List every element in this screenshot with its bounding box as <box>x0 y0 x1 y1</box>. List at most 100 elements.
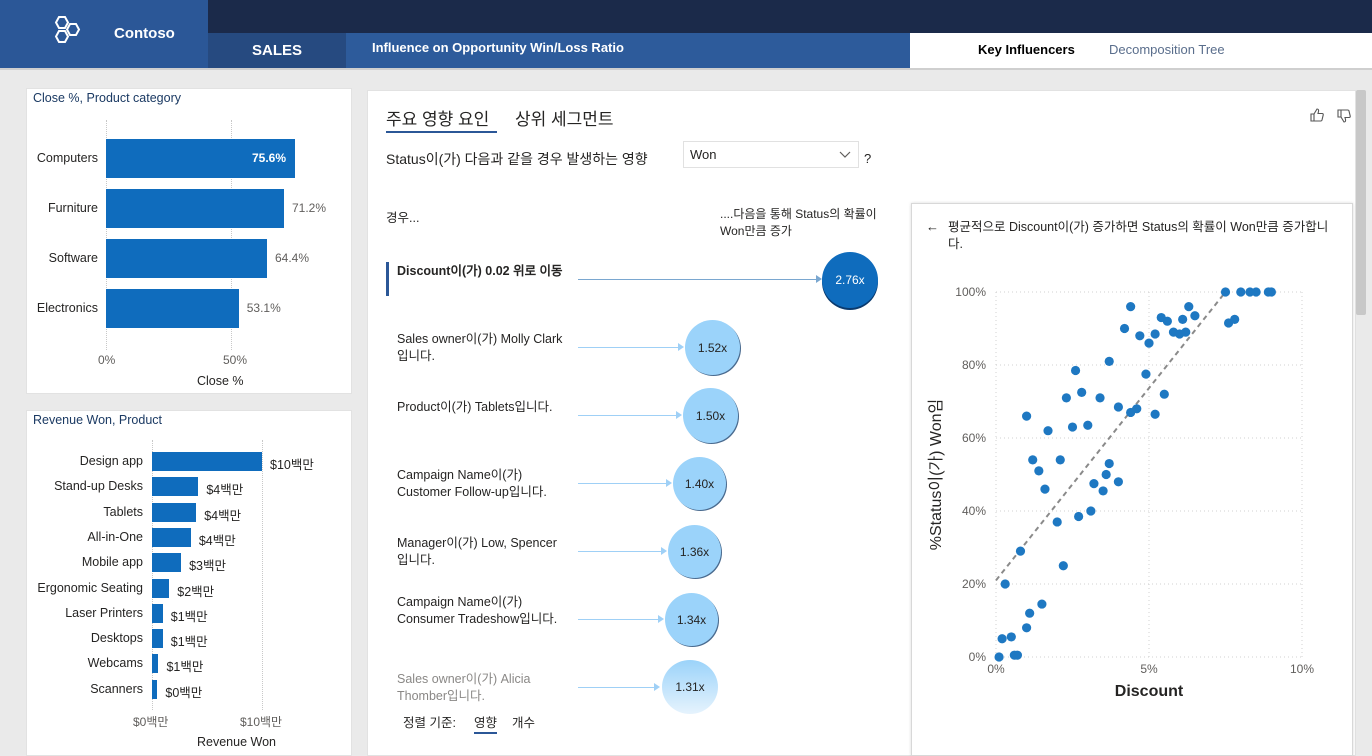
data-point[interactable] <box>1074 511 1084 522</box>
bar[interactable] <box>152 629 163 649</box>
data-point[interactable] <box>1095 393 1105 403</box>
data-point[interactable] <box>1098 486 1108 496</box>
bar[interactable] <box>152 603 163 623</box>
tab-decomposition-tree[interactable]: Decomposition Tree <box>1109 42 1225 57</box>
revenue-won-chart-card[interactable]: Revenue Won, Product <box>26 410 352 756</box>
data-point[interactable] <box>1178 314 1188 324</box>
data-point[interactable] <box>1089 479 1099 489</box>
bar[interactable] <box>106 139 295 178</box>
influencer-label[interactable]: Sales owner이(가) Molly Clark입니다. <box>397 332 563 363</box>
data-point[interactable] <box>1230 314 1240 324</box>
influencer-bubble[interactable]: 1.50x <box>683 388 738 443</box>
data-point[interactable] <box>1251 287 1261 297</box>
data-point[interactable] <box>1022 623 1032 633</box>
data-point[interactable] <box>1061 393 1071 403</box>
data-point[interactable] <box>1070 365 1081 376</box>
x-axis-title: Close % <box>197 374 244 388</box>
column-header-when: 경우... <box>386 211 420 225</box>
data-point[interactable] <box>1141 369 1151 379</box>
data-point[interactable] <box>1119 323 1130 334</box>
data-point[interactable] <box>1055 455 1065 465</box>
data-point[interactable] <box>1034 466 1044 476</box>
data-point[interactable] <box>1067 422 1078 432</box>
tab-key-influencers[interactable]: Key Influencers <box>978 42 1075 57</box>
sort-by-count-button[interactable]: 개수 <box>512 716 536 730</box>
data-point[interactable] <box>1037 599 1047 609</box>
data-point[interactable] <box>1113 477 1123 487</box>
tab-top-segments[interactable]: 상위 세그먼트 <box>515 110 614 129</box>
bar[interactable] <box>152 553 182 573</box>
data-point[interactable] <box>997 634 1007 644</box>
bar[interactable] <box>106 189 284 228</box>
influencer-connector <box>578 551 661 552</box>
data-point[interactable] <box>1220 287 1231 297</box>
data-point[interactable] <box>1135 331 1145 341</box>
influencer-bubble[interactable]: 2.76x <box>822 252 878 308</box>
data-point[interactable] <box>1132 404 1142 414</box>
data-point[interactable] <box>1006 632 1016 642</box>
data-point[interactable] <box>1266 287 1276 297</box>
influencer-label[interactable]: Discount이(가) 0.02 위로 이동 <box>397 264 563 278</box>
vertical-scrollbar[interactable] <box>1356 90 1366 315</box>
data-point[interactable] <box>1150 329 1160 339</box>
sort-by-impact-button[interactable]: 영향 <box>474 712 498 734</box>
data-point[interactable] <box>1015 546 1026 556</box>
data-point[interactable] <box>1086 506 1096 516</box>
influencer-label[interactable]: Campaign Name이(가) Customer Follow-up입니다. <box>397 468 547 499</box>
thumbs-down-icon[interactable] <box>1336 108 1352 124</box>
data-point[interactable] <box>1083 420 1093 430</box>
influencer-bubble[interactable]: 1.31x <box>662 660 718 714</box>
bar[interactable] <box>106 289 239 328</box>
data-point[interactable] <box>1150 409 1160 419</box>
data-point[interactable] <box>1104 458 1114 469</box>
influencer-label[interactable]: Product이(가) Tablets입니다. <box>397 400 553 414</box>
help-icon[interactable]: ? <box>864 151 872 166</box>
data-point[interactable] <box>1058 561 1068 571</box>
data-point[interactable] <box>1126 302 1136 312</box>
data-point[interactable] <box>1144 338 1154 348</box>
influencer-label[interactable]: Campaign Name이(가) Consumer Tradeshow입니다. <box>397 595 558 626</box>
data-point[interactable] <box>1104 356 1114 366</box>
influencer-bubble[interactable]: 1.34x <box>665 593 718 646</box>
data-point[interactable] <box>1184 302 1194 312</box>
data-point[interactable] <box>1022 411 1032 421</box>
bar[interactable] <box>152 654 159 674</box>
nav-page-title[interactable]: Influence on Opportunity Win/Loss Ratio <box>372 40 624 55</box>
influencer-bubble[interactable]: 1.36x <box>668 525 721 578</box>
data-point[interactable] <box>1162 316 1172 326</box>
influencer-bubble[interactable]: 1.40x <box>673 457 726 510</box>
bar[interactable] <box>106 239 267 278</box>
data-point[interactable] <box>1000 579 1010 589</box>
bar[interactable] <box>152 452 262 471</box>
influencer-label[interactable]: Manager이(가) Low, Spencer입니다. <box>397 536 557 567</box>
brand-block[interactable]: Contoso <box>0 0 208 68</box>
back-arrow-icon[interactable]: ← <box>926 219 939 234</box>
data-point[interactable] <box>1043 426 1053 436</box>
data-point[interactable] <box>1012 650 1023 660</box>
data-point[interactable] <box>1113 402 1123 412</box>
data-point[interactable] <box>1236 287 1246 297</box>
data-point[interactable] <box>1028 455 1038 465</box>
bar[interactable] <box>152 527 191 547</box>
status-value-dropdown[interactable]: Won <box>683 141 859 168</box>
data-point[interactable] <box>1181 327 1191 337</box>
trend-line <box>995 291 1227 581</box>
data-point[interactable] <box>994 652 1004 662</box>
bar[interactable] <box>152 502 197 522</box>
data-point[interactable] <box>1159 389 1169 399</box>
thumbs-up-icon[interactable] <box>1309 107 1325 123</box>
data-point[interactable] <box>1025 608 1035 618</box>
influencer-label[interactable]: Sales owner이(가) Alicia Thomber입니다. <box>397 672 531 703</box>
tab-key-influencers-ko[interactable]: 주요 영향 요인 <box>386 110 490 129</box>
bar[interactable] <box>152 679 158 699</box>
bar[interactable] <box>152 578 170 598</box>
data-point[interactable] <box>1052 517 1062 527</box>
influencer-bubble[interactable]: 1.52x <box>685 320 740 375</box>
bar[interactable] <box>152 477 199 497</box>
nav-sales-tab[interactable]: SALES <box>208 33 346 68</box>
selected-influencer-marker <box>386 262 389 296</box>
data-point[interactable] <box>1040 484 1050 494</box>
data-point[interactable] <box>1101 469 1111 480</box>
data-point[interactable] <box>1077 387 1087 397</box>
data-point[interactable] <box>1190 311 1200 321</box>
